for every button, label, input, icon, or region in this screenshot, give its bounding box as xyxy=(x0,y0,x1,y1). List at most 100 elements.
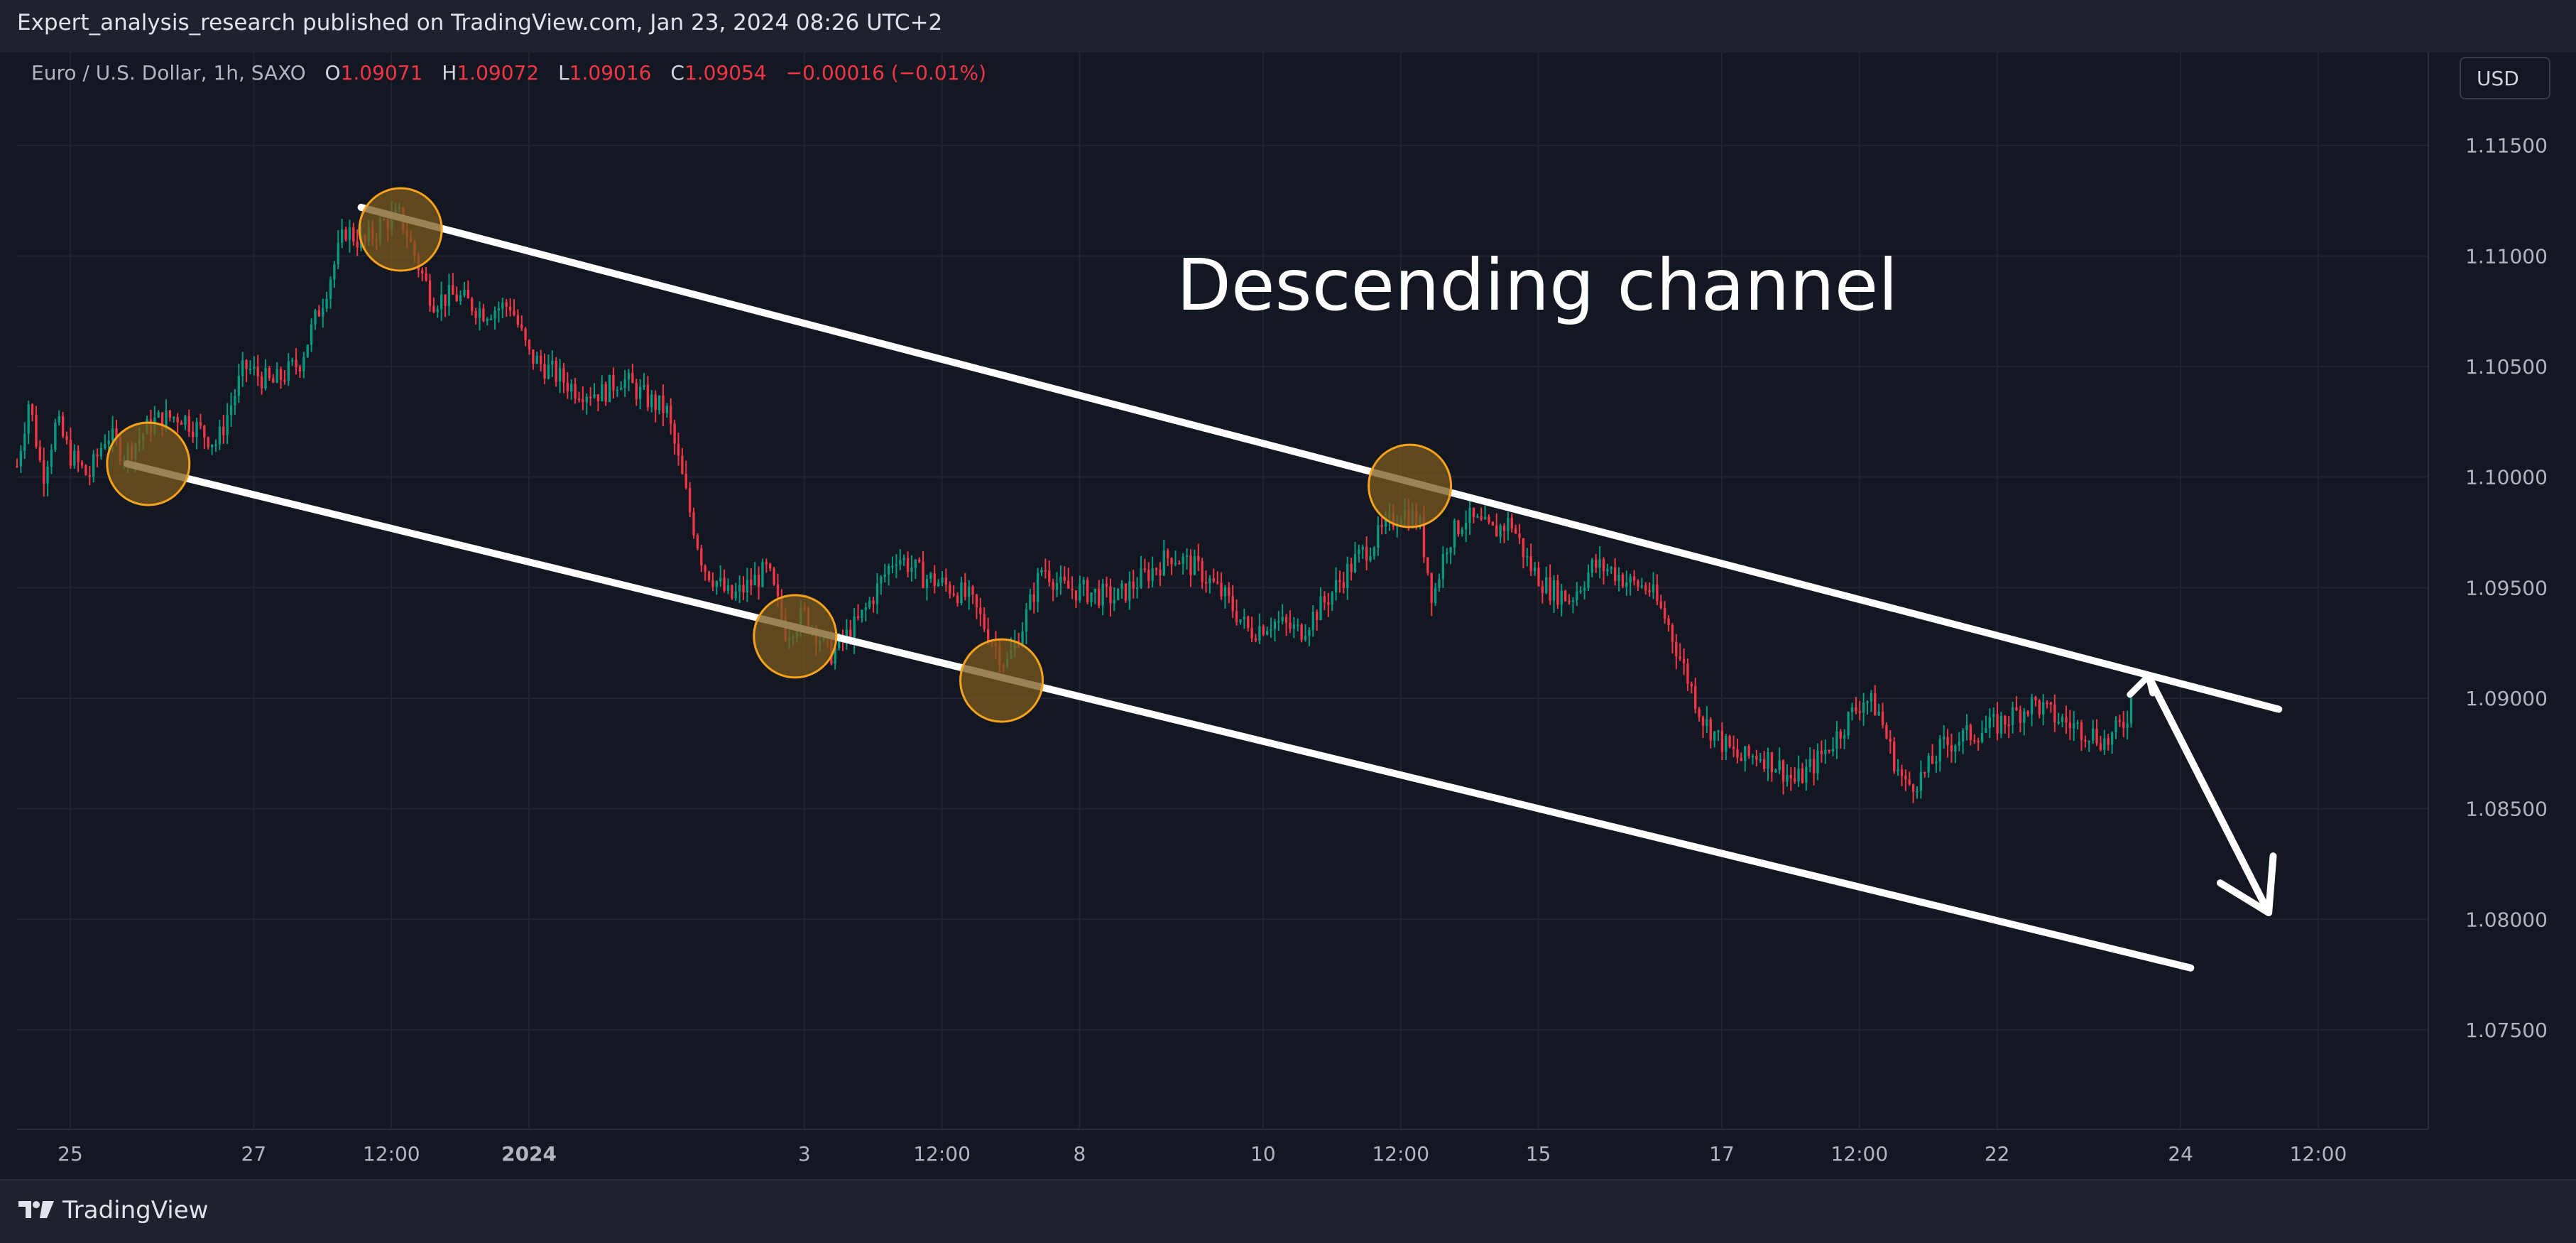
candle-body xyxy=(61,416,65,437)
candle-body xyxy=(1877,712,1880,716)
candle-body xyxy=(773,568,775,585)
touch-point-marker[interactable] xyxy=(358,187,443,272)
candle-body xyxy=(1965,724,1968,731)
candle-body xyxy=(1808,759,1811,767)
candle-body xyxy=(440,294,443,310)
candle-body xyxy=(2118,720,2122,722)
candle-body xyxy=(2110,732,2114,745)
candle-body xyxy=(69,440,72,466)
candle-body xyxy=(925,578,929,588)
candle-body xyxy=(466,289,470,299)
candle-body xyxy=(1231,596,1234,612)
candle-body xyxy=(1587,572,1590,588)
candle-body xyxy=(2042,702,2045,715)
touch-point-marker[interactable] xyxy=(1368,443,1453,528)
candle-body xyxy=(734,591,737,599)
candle-body xyxy=(1606,569,1609,572)
candle-body xyxy=(1988,717,1991,728)
candle-body xyxy=(574,384,577,399)
candle-body xyxy=(283,379,286,381)
forecast-arrow-start[interactable] xyxy=(2127,673,2156,698)
candle-body xyxy=(1801,768,1804,783)
candle-body xyxy=(35,414,38,447)
candle-body xyxy=(662,395,665,413)
candle-body xyxy=(979,607,982,614)
candle-body xyxy=(226,415,229,435)
candle-body xyxy=(742,585,745,593)
candle-body xyxy=(1380,525,1383,527)
candle-body xyxy=(111,428,114,441)
candle-body xyxy=(1747,746,1750,756)
candle-body xyxy=(222,426,225,435)
publish-info: Expert_analysis_research published on Tr… xyxy=(17,10,943,36)
tradingview-wordmark: TradingView xyxy=(62,1196,209,1225)
candle-body xyxy=(692,512,695,536)
symbol-legend: Euro / U.S. Dollar, 1h, SAXO O1.09071 H1… xyxy=(31,61,986,85)
time-tick-label: 27 xyxy=(241,1142,267,1166)
candle-body xyxy=(601,384,604,401)
candle-body xyxy=(160,412,164,430)
touch-point-marker[interactable] xyxy=(753,594,838,679)
forecast-arrow-shaft[interactable] xyxy=(2144,672,2273,916)
candle-body xyxy=(1529,556,1532,572)
candle-body xyxy=(776,584,780,597)
candle-body xyxy=(944,577,948,585)
drawing-layer[interactable] xyxy=(106,187,2283,972)
candle-body xyxy=(2053,705,2056,723)
candle-body xyxy=(2068,722,2072,729)
candle-body xyxy=(505,302,508,307)
candle-body xyxy=(295,359,298,367)
candle-body xyxy=(314,310,317,325)
candle-body xyxy=(1740,757,1742,761)
candle-body xyxy=(577,398,581,401)
tradingview-brand[interactable]: TradingView xyxy=(17,1196,208,1225)
candle-body xyxy=(1958,742,1960,746)
candle-body xyxy=(1480,516,1483,520)
candle-body xyxy=(1361,546,1364,550)
time-tick-label: 10 xyxy=(1250,1142,1276,1166)
time-tick-label: 12:00 xyxy=(913,1142,971,1166)
candle-body xyxy=(654,394,657,411)
candle-body xyxy=(650,394,653,408)
candle-body xyxy=(1247,617,1250,629)
candle-body xyxy=(1931,756,1934,764)
low-label: L xyxy=(558,61,569,85)
currency-button[interactable]: USD xyxy=(2460,57,2550,99)
candle-body xyxy=(1185,555,1189,558)
candle-body xyxy=(1656,584,1659,602)
candle-body xyxy=(203,425,206,438)
candle-body xyxy=(287,361,290,381)
candle-body xyxy=(1441,554,1445,580)
candle-body xyxy=(1048,570,1051,582)
price-tick-label: 1.07500 xyxy=(2465,1019,2548,1042)
candle-body xyxy=(73,450,76,466)
candle-body xyxy=(1644,585,1647,590)
candle-body xyxy=(1969,724,1972,740)
touch-point-marker[interactable] xyxy=(106,421,191,506)
candle-body xyxy=(638,386,642,399)
candle-body xyxy=(16,466,18,468)
descending-channel-label[interactable]: Descending channel xyxy=(1177,244,1898,327)
candle-body xyxy=(543,364,546,379)
touch-point-marker[interactable] xyxy=(959,638,1044,723)
symbol-name[interactable]: Euro / U.S. Dollar, 1h, SAXO xyxy=(31,61,306,85)
candle-body xyxy=(1201,560,1204,582)
candle-body xyxy=(1292,624,1296,629)
candle-body xyxy=(726,585,730,591)
candle-body xyxy=(1430,572,1433,604)
candle-body xyxy=(719,577,722,582)
time-axis[interactable]: 25 27 12:00 2024 3 12:00 8 10 12:00 15 17 12:00 22 24… xyxy=(58,1142,2347,1166)
channel-lower-line[interactable] xyxy=(124,460,2195,972)
time-tick-label: 12:00 xyxy=(1372,1142,1429,1166)
price-axis[interactable]: 1.11500 1.11000 1.10500 1.10000 1.09500 1.090… xyxy=(2465,134,2548,1042)
channel-upper-line[interactable] xyxy=(357,203,2283,713)
forecast-arrow-head[interactable] xyxy=(2216,852,2277,916)
candle-body xyxy=(1919,771,1923,791)
candle-body xyxy=(1698,708,1701,717)
candle-body xyxy=(589,396,592,398)
candle-body xyxy=(1556,580,1559,605)
candle-body xyxy=(1055,582,1059,590)
candle-body xyxy=(1835,731,1838,749)
candle-body xyxy=(612,374,615,391)
